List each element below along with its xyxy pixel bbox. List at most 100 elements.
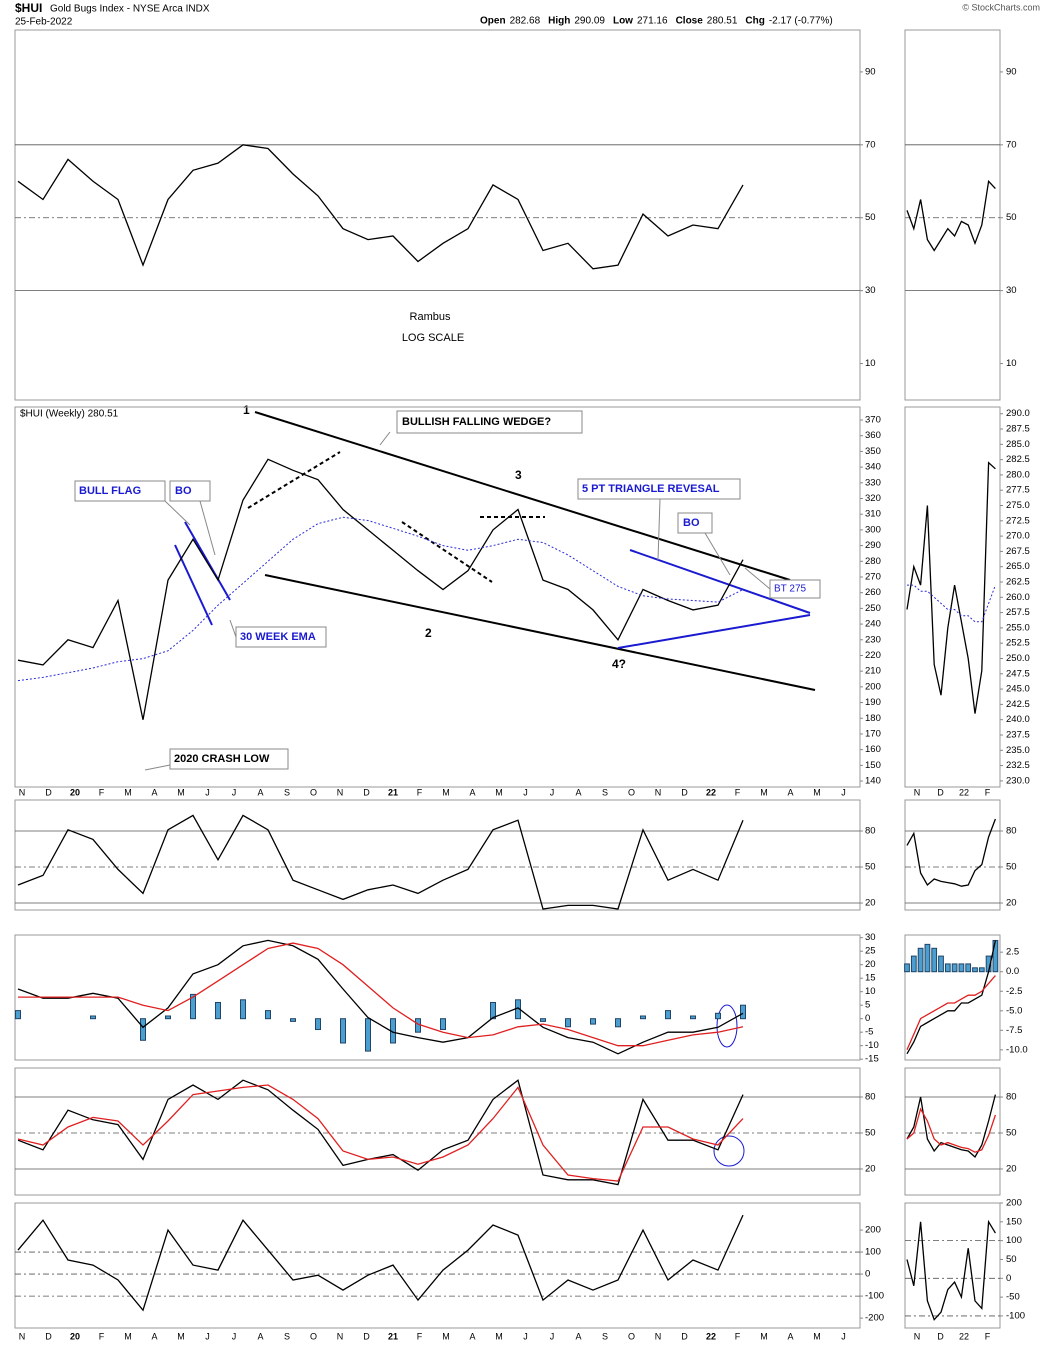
x-tick-label: J: [205, 787, 210, 797]
histogram-bar: [740, 1004, 746, 1020]
histogram-bar: [315, 1018, 321, 1030]
y-tick-label: 80: [865, 1092, 876, 1103]
x-tick-label: F: [735, 787, 741, 797]
x-tick-label: A: [257, 1331, 263, 1341]
y-tick-label: 0.0: [1006, 966, 1019, 977]
crash-box: [169, 748, 289, 770]
histogram-bar: [931, 947, 938, 973]
bo2-label: BO: [683, 517, 700, 529]
series-line: [906, 975, 996, 1051]
y-tick-label: 260.0: [1006, 592, 1030, 603]
y-tick-label: 80: [1006, 825, 1017, 836]
flag-label: BULL FLAG: [79, 485, 141, 497]
quote-label: Open: [480, 16, 506, 27]
x-tick-label: J: [550, 787, 555, 797]
x-tick-label: F: [417, 787, 423, 797]
y-tick-label: 200: [865, 681, 881, 692]
x-tick-label: M: [177, 787, 185, 797]
y-tick-label: -15: [865, 1054, 879, 1065]
y-tick-label: 50: [1006, 212, 1017, 223]
panel-frame: [14, 1202, 861, 1329]
histogram-bar: [690, 1015, 696, 1020]
mini-x-tick-label: 22: [959, 787, 969, 797]
x-tick-label: J: [232, 1331, 237, 1341]
flag-box: [74, 480, 166, 502]
y-tick-label: 232.5: [1006, 760, 1030, 771]
histogram-bar: [924, 943, 931, 973]
x-tick-label: A: [787, 787, 793, 797]
histogram-bar: [938, 955, 944, 973]
panel-frame: [14, 1067, 861, 1196]
histogram-bar: [944, 963, 951, 973]
y-tick-label: 230: [865, 634, 881, 645]
x-tick-label: O: [628, 787, 635, 797]
x-tick-label: S: [284, 1331, 290, 1341]
y-tick-label: 150: [865, 760, 881, 771]
x-tick-label: J: [523, 787, 528, 797]
histogram-bar: [190, 993, 196, 1020]
mini-x-tick-label: D: [937, 1331, 944, 1341]
panel-frame: [14, 29, 861, 401]
y-tick-label: 282.5: [1006, 454, 1030, 465]
y-tick-label: 50: [1006, 1254, 1017, 1265]
symbol: $HUI: [15, 1, 42, 15]
y-tick-label: 260: [865, 587, 881, 598]
y-tick-label: 0: [865, 1013, 870, 1024]
x-tick-label: M: [442, 1331, 450, 1341]
x-tick-label: F: [99, 787, 105, 797]
y-tick-label: 20: [865, 1163, 876, 1174]
y-tick-label: 70: [1006, 139, 1017, 150]
x-tick-label: J: [523, 1331, 528, 1341]
series-line: [906, 940, 997, 1055]
x-tick-label: N: [337, 1331, 344, 1341]
y-tick-label: 0: [865, 1269, 870, 1280]
y-tick-label: 50: [1006, 1128, 1017, 1139]
histogram-bar: [917, 947, 924, 973]
x-tick-label: A: [575, 1331, 581, 1341]
y-tick-label: 30: [865, 932, 876, 943]
histogram-bar: [240, 999, 246, 1020]
y-tick-label: 190: [865, 697, 881, 708]
x-tick-label: J: [841, 1331, 846, 1341]
series-line: [17, 144, 744, 270]
histogram-bar: [972, 967, 978, 973]
series-line: [906, 1107, 997, 1153]
y-tick-label: 50: [865, 862, 876, 873]
index-name: Gold Bugs Index - NYSE Arca INDX: [50, 4, 210, 15]
point-1: 1: [243, 403, 250, 417]
bo-label: BO: [175, 485, 192, 497]
x-tick-label: D: [45, 1331, 52, 1341]
x-tick-label: M: [442, 787, 450, 797]
histogram-bar: [165, 1015, 171, 1020]
y-tick-label: 220: [865, 650, 881, 661]
y-tick-label: 290.0: [1006, 408, 1030, 419]
quote-value: 271.16: [637, 16, 668, 27]
panel-frame: [14, 799, 861, 911]
y-tick-label: -100: [1006, 1310, 1025, 1321]
y-tick-label: 10: [865, 986, 876, 997]
x-tick-label: 21: [388, 1331, 398, 1341]
panel-frame: [904, 799, 1001, 911]
quote-value: 282.68: [510, 16, 541, 27]
series-line: [906, 1094, 997, 1159]
y-tick-label: 210: [865, 666, 881, 677]
scale-note: LOG SCALE: [402, 332, 464, 344]
y-tick-label: 50: [865, 1128, 876, 1139]
histogram-bar: [590, 1018, 596, 1025]
histogram-bar: [540, 1018, 546, 1022]
quote-label: Close: [676, 16, 704, 27]
y-tick-label: 320: [865, 493, 881, 504]
quote-label: High: [548, 16, 570, 27]
panel-frame: [14, 934, 861, 1061]
y-tick-label: 247.5: [1006, 668, 1030, 679]
histogram-bar: [440, 1018, 446, 1030]
histogram-bar: [978, 967, 985, 973]
y-tick-label: -50: [1006, 1292, 1020, 1303]
series-line: [907, 584, 996, 623]
y-tick-label: 50: [1006, 862, 1017, 873]
y-tick-label: 280: [865, 556, 881, 567]
histogram-bar: [365, 1018, 371, 1052]
x-tick-label: A: [575, 787, 581, 797]
histogram-bar: [340, 1018, 346, 1044]
y-tick-label: -200: [865, 1313, 884, 1324]
